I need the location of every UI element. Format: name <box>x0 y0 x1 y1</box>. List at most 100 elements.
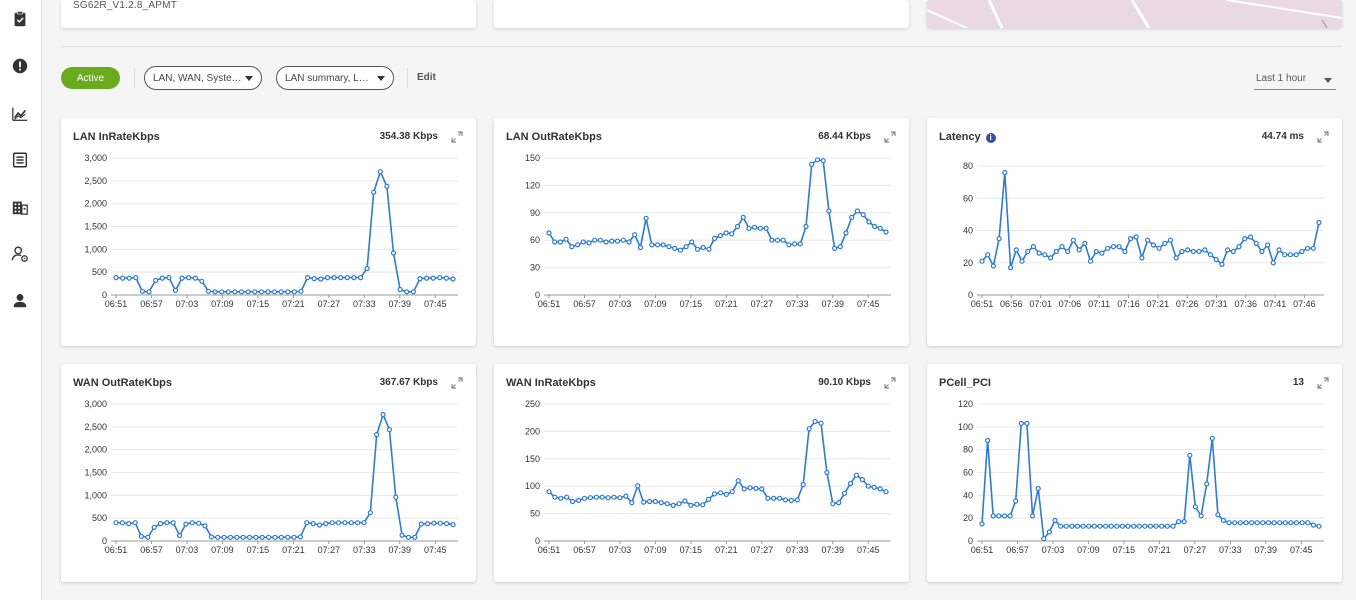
data-point[interactable] <box>1147 523 1154 529</box>
data-point[interactable] <box>227 534 234 540</box>
data-point[interactable] <box>196 520 202 526</box>
person-icon[interactable] <box>10 291 30 311</box>
data-point[interactable] <box>592 237 598 243</box>
data-point[interactable] <box>357 275 364 281</box>
data-point[interactable] <box>285 289 291 295</box>
data-point[interactable] <box>1059 244 1065 250</box>
view-dropdown[interactable]: LAN summary, L… <box>276 66 394 90</box>
data-point[interactable] <box>676 501 682 507</box>
data-point[interactable] <box>1209 435 1215 441</box>
trend-chart-icon[interactable] <box>10 104 30 124</box>
data-point[interactable] <box>1299 248 1305 255</box>
data-point[interactable] <box>782 497 789 503</box>
data-point[interactable] <box>830 501 836 507</box>
data-point[interactable] <box>729 489 735 495</box>
data-point[interactable] <box>342 520 348 526</box>
list-document-icon[interactable] <box>10 150 30 170</box>
data-point[interactable] <box>1013 247 1019 253</box>
data-point[interactable] <box>1024 420 1030 427</box>
data-point[interactable] <box>682 498 688 504</box>
data-point[interactable] <box>172 287 179 293</box>
data-point[interactable] <box>979 521 985 527</box>
data-point[interactable] <box>629 500 635 506</box>
data-point[interactable] <box>152 277 159 283</box>
data-point[interactable] <box>139 288 146 294</box>
data-point[interactable] <box>1226 520 1232 526</box>
data-point[interactable] <box>1156 245 1162 251</box>
data-point[interactable] <box>1270 260 1276 266</box>
data-point[interactable] <box>1288 520 1294 526</box>
data-point[interactable] <box>1207 252 1214 258</box>
data-point[interactable] <box>405 534 412 540</box>
data-point[interactable] <box>234 534 240 540</box>
data-point[interactable] <box>1103 523 1109 529</box>
data-point[interactable] <box>215 534 221 540</box>
data-point[interactable] <box>424 275 430 281</box>
data-point[interactable] <box>377 169 383 175</box>
data-point[interactable] <box>1293 520 1300 526</box>
data-point[interactable] <box>1131 523 1137 529</box>
data-point[interactable] <box>397 286 403 293</box>
data-point[interactable] <box>252 289 258 295</box>
data-point[interactable] <box>1243 520 1249 526</box>
data-point[interactable] <box>351 275 357 281</box>
data-point[interactable] <box>371 189 377 195</box>
data-point[interactable] <box>1202 247 1208 253</box>
data-point[interactable] <box>329 520 335 526</box>
data-point[interactable] <box>574 242 581 248</box>
data-point[interactable] <box>272 534 278 540</box>
data-point[interactable] <box>753 485 759 492</box>
data-point[interactable] <box>450 522 456 528</box>
data-point[interactable] <box>179 275 185 281</box>
data-point[interactable] <box>444 521 450 527</box>
data-point[interactable] <box>259 534 265 540</box>
data-point[interactable] <box>266 534 272 540</box>
data-point[interactable] <box>803 223 809 230</box>
data-point[interactable] <box>1305 245 1311 251</box>
data-point[interactable] <box>1170 523 1176 529</box>
data-point[interactable] <box>580 239 586 245</box>
data-point[interactable] <box>126 275 132 281</box>
data-point[interactable] <box>412 534 418 540</box>
data-point[interactable] <box>119 275 126 281</box>
data-point[interactable] <box>866 219 872 225</box>
data-point[interactable] <box>877 486 883 492</box>
data-point[interactable] <box>1019 258 1025 264</box>
data-point[interactable] <box>318 276 324 282</box>
data-point[interactable] <box>763 225 769 231</box>
data-point[interactable] <box>1299 520 1305 526</box>
edit-button[interactable]: Edit <box>417 72 436 83</box>
data-point[interactable] <box>581 495 588 501</box>
data-point[interactable] <box>1013 498 1019 504</box>
data-point[interactable] <box>717 490 724 496</box>
data-point[interactable] <box>1097 523 1103 529</box>
data-point[interactable] <box>854 208 860 214</box>
data-point[interactable] <box>1082 240 1088 247</box>
data-point[interactable] <box>694 501 700 507</box>
data-point[interactable] <box>380 411 386 418</box>
data-point[interactable] <box>1242 235 1248 242</box>
data-point[interactable] <box>593 494 599 500</box>
data-point[interactable] <box>245 289 251 295</box>
data-point[interactable] <box>1110 244 1116 250</box>
data-point[interactable] <box>344 275 350 281</box>
data-point[interactable] <box>883 229 889 235</box>
data-point[interactable] <box>677 247 683 253</box>
data-point[interactable] <box>832 245 838 251</box>
data-point[interactable] <box>212 289 218 295</box>
data-point[interactable] <box>979 258 985 264</box>
data-point[interactable] <box>552 239 558 245</box>
data-point[interactable] <box>1119 523 1125 529</box>
data-point[interactable] <box>1247 234 1254 240</box>
data-point[interactable] <box>1007 513 1013 519</box>
data-point[interactable] <box>1249 520 1255 526</box>
data-point[interactable] <box>1136 523 1142 529</box>
data-point[interactable] <box>597 237 604 243</box>
data-point[interactable] <box>298 288 304 294</box>
data-point[interactable] <box>265 289 271 295</box>
data-point[interactable] <box>258 289 264 295</box>
data-point[interactable] <box>219 289 225 295</box>
data-point[interactable] <box>208 534 214 540</box>
data-point[interactable] <box>843 230 849 236</box>
data-point[interactable] <box>164 520 170 526</box>
